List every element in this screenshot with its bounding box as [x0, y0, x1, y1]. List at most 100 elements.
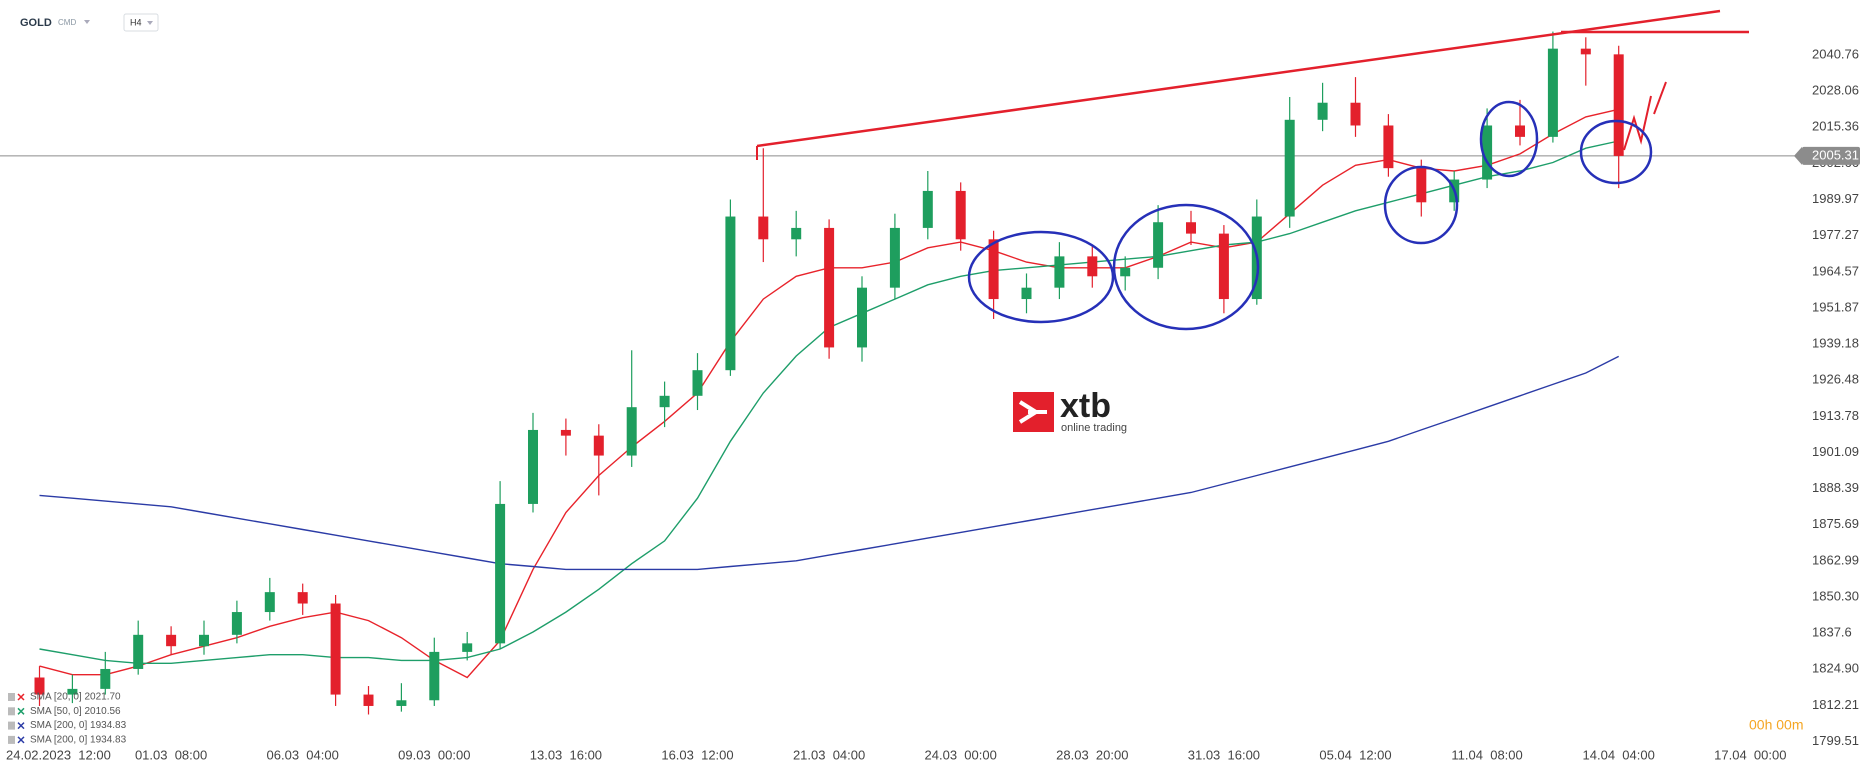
candle-body — [1580, 48, 1591, 55]
y-tick-label: 1901.09 — [1812, 444, 1859, 459]
y-tick-label: 2015.36 — [1812, 119, 1859, 134]
logo-tagline: online trading — [1061, 422, 1127, 434]
highlight-ellipse — [1383, 165, 1459, 245]
legend-handle — [8, 721, 15, 730]
candle-body — [955, 190, 966, 240]
candle-body — [166, 634, 177, 647]
x-tick-label: 14.04 04:00 — [1583, 747, 1655, 762]
legend-remove — [17, 707, 25, 715]
logo-brand: xtb — [1060, 387, 1111, 425]
sma-line — [39, 140, 1619, 664]
candle-body — [199, 634, 209, 647]
x-tick-label: 17.04 00:00 — [1714, 747, 1786, 762]
market: CMD — [58, 18, 76, 27]
interval-box[interactable] — [123, 13, 159, 32]
candle-body — [626, 407, 637, 456]
dropdown-arrow[interactable] — [84, 20, 90, 24]
highlight-ellipse — [967, 230, 1115, 324]
candle-body — [231, 612, 242, 635]
candle-body — [593, 435, 604, 456]
y-tick-label: 1875.69 — [1812, 516, 1859, 531]
candle-body — [824, 227, 835, 348]
candle-body — [1186, 222, 1196, 234]
x-tick-label: 13.03 16:00 — [530, 747, 602, 762]
candle-body — [330, 603, 341, 695]
x-tick-label: 06.03 04:00 — [267, 747, 339, 762]
projection — [1653, 81, 1667, 115]
y-tick-label: 1850.30 — [1812, 588, 1859, 603]
current-price-pointer — [1794, 146, 1802, 165]
y-tick-label: 1812.21 — [1812, 697, 1859, 712]
highlight-ellipse — [1479, 100, 1539, 178]
projection — [1623, 95, 1652, 151]
y-tick-label: 1837.6 — [1812, 625, 1852, 640]
candle-body — [889, 227, 900, 288]
x-tick-label: 16.03 12:00 — [661, 747, 733, 762]
candle-body — [1547, 48, 1558, 137]
legend-remove — [17, 736, 25, 744]
candle-body — [791, 227, 802, 240]
trend-line — [756, 9, 1721, 148]
legend-handle — [8, 735, 15, 744]
symbol: GOLD — [20, 17, 52, 29]
x-tick-label: 01.03 08:00 — [135, 747, 207, 762]
candle-body — [1613, 54, 1624, 156]
current-price-box — [1802, 146, 1860, 165]
current-price-label: 2005.31 — [1812, 147, 1859, 162]
candle-body — [1021, 287, 1032, 300]
legend-handle — [8, 707, 15, 716]
legend-entry: SMA [200, 0] 1934.83 — [30, 735, 127, 746]
candle-body — [988, 239, 999, 300]
candle-body — [1120, 267, 1131, 277]
y-tick-label: 2028.06 — [1812, 83, 1859, 98]
candle-body — [1054, 256, 1065, 288]
x-tick-label: 09.03 00:00 — [398, 747, 470, 762]
x-tick-label: 31.03 16:00 — [1188, 747, 1260, 762]
y-tick-label: 1926.48 — [1812, 372, 1859, 387]
x-tick-label: 21.03 04:00 — [793, 747, 865, 762]
candle-body — [67, 688, 78, 695]
candle-body — [462, 643, 473, 652]
candle-body — [692, 370, 703, 396]
x-tick-label: 28.03 20:00 — [1056, 747, 1128, 762]
highlight-ellipse — [1112, 203, 1260, 331]
y-tick-label: 1799.51 — [1812, 733, 1859, 748]
x-tick-label: 24.02.2023 12:00 — [6, 747, 111, 762]
candle-body — [363, 694, 374, 706]
legend-handle — [8, 693, 15, 701]
annotations — [756, 9, 1749, 331]
logo-mark — [1018, 400, 1047, 424]
y-tick-label: 1989.97 — [1812, 191, 1859, 206]
y-tick-label: 1862.99 — [1812, 552, 1859, 567]
countdown: 00h 00m — [1749, 717, 1803, 733]
candle-body — [34, 677, 45, 695]
candle-body — [857, 287, 867, 348]
candle-body — [1482, 125, 1493, 180]
candle-body — [297, 592, 308, 604]
legend-entry: SMA [200, 0] 1934.83 — [30, 720, 127, 731]
candle-body — [1350, 102, 1361, 126]
sma-line — [39, 355, 1620, 571]
y-tick-label: 1824.90 — [1812, 661, 1859, 676]
candle-body — [1153, 222, 1164, 268]
dropdown-arrow[interactable] — [147, 21, 153, 25]
candle-body — [495, 503, 506, 644]
legend-entry: SMA [20, 0] 2021.70 — [30, 692, 121, 703]
candle-body — [429, 651, 440, 701]
candle-body — [560, 429, 571, 436]
overlay-layer: 2005.31 SMA [20, 0] 2021.70 SMA [50, 0] 20… — [8, 146, 1860, 746]
candle-body — [264, 592, 275, 613]
x-tick-label: 24.03 00:00 — [925, 747, 997, 762]
y-tick-label: 1977.27 — [1812, 227, 1859, 242]
candle-body — [1383, 125, 1394, 169]
candle-body — [1218, 233, 1229, 300]
legend-entry: SMA [50, 0] 2010.56 — [30, 706, 121, 717]
x-tick-label: 11.04 08:00 — [1451, 747, 1522, 762]
legend-remove — [17, 722, 25, 730]
x-tick-label: 05.04 12:00 — [1319, 747, 1391, 762]
candle-body — [528, 429, 538, 504]
interval[interactable]: H4 — [130, 17, 142, 27]
candle-body — [725, 216, 736, 371]
candle-body — [1087, 256, 1098, 277]
